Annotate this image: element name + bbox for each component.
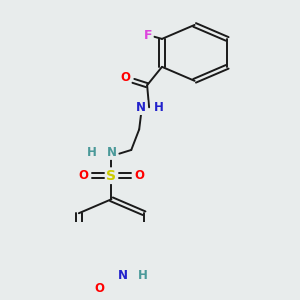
Text: O: O — [94, 283, 105, 296]
Text: H: H — [87, 146, 97, 159]
Text: O: O — [120, 71, 130, 84]
Text: N: N — [106, 146, 116, 159]
Text: O: O — [79, 169, 89, 182]
Text: N: N — [118, 269, 128, 282]
Text: H: H — [154, 101, 164, 114]
Text: N: N — [136, 101, 146, 114]
Text: S: S — [106, 169, 116, 183]
Text: H: H — [138, 269, 148, 282]
Text: O: O — [134, 169, 144, 182]
Text: F: F — [144, 29, 152, 42]
